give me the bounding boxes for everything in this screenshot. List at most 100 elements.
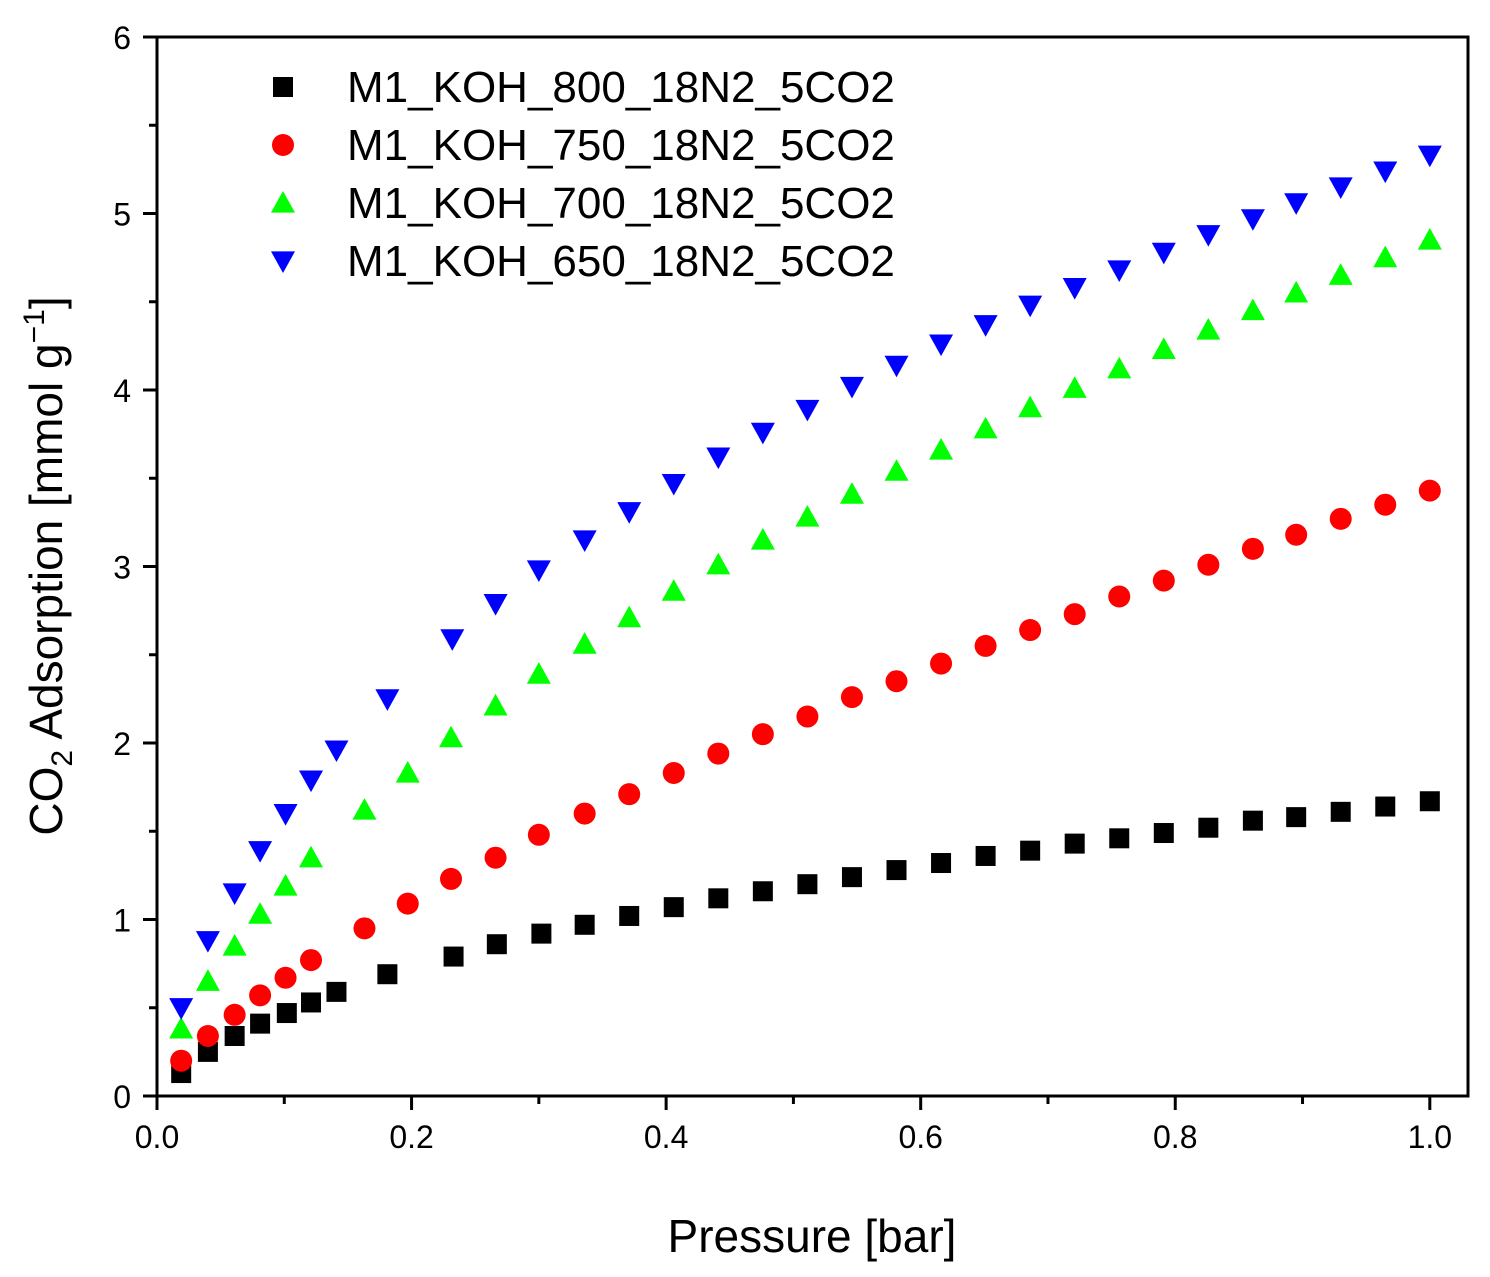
data-point [751, 723, 774, 746]
data-point [1196, 317, 1221, 340]
data-point [1107, 356, 1132, 379]
data-point [1328, 263, 1353, 285]
y-tick-label: 3 [113, 550, 131, 586]
data-point [706, 552, 731, 575]
data-point [1417, 227, 1442, 250]
data-point [299, 845, 324, 868]
data-point [929, 438, 954, 460]
data-point [195, 931, 220, 953]
data-point [248, 902, 273, 924]
data-point [250, 1013, 271, 1034]
data-point [169, 1016, 194, 1039]
data-point [1064, 833, 1085, 854]
data-point [352, 798, 377, 820]
data-point [1062, 278, 1087, 300]
y-axis-title-sub: 2 [46, 750, 79, 767]
data-point [839, 376, 864, 399]
series-2 [170, 479, 1441, 1072]
data-point [531, 923, 552, 944]
data-point [1374, 493, 1397, 516]
data-point [483, 593, 508, 616]
data-point [617, 605, 642, 628]
data-point [377, 964, 398, 985]
data-point [526, 662, 551, 684]
y-tick-label: 5 [113, 197, 131, 233]
data-point [1152, 569, 1175, 592]
tick-marks [143, 35, 1432, 1110]
data-point [574, 914, 595, 935]
y-tick-label: 0 [113, 1079, 131, 1115]
data-point [1019, 619, 1042, 642]
y-tick-label: 2 [113, 726, 131, 762]
series-1 [171, 791, 1440, 1084]
data-point [840, 686, 863, 709]
data-point [1330, 801, 1351, 822]
y-axis-title-post: ] [20, 296, 72, 309]
x-tick-label: 1.0 [1408, 1119, 1452, 1155]
data-point [750, 422, 775, 445]
data-point [169, 998, 194, 1020]
data-point [661, 579, 686, 601]
data-point [1020, 840, 1041, 861]
data-point [273, 873, 298, 896]
y-axis-title-mid: Adsorption [mmol g [20, 343, 72, 750]
y-axis-title-sup: −1 [18, 309, 51, 343]
data-point [839, 482, 864, 504]
x-tick-label: 0.2 [389, 1119, 433, 1155]
data-point [375, 689, 400, 711]
series-3 [169, 227, 1442, 1039]
data-point [931, 853, 952, 874]
data-point [1198, 817, 1219, 838]
x-tick-label: 0.4 [644, 1119, 688, 1155]
data-point [841, 867, 862, 888]
data-point [1109, 828, 1130, 849]
data-point [276, 1003, 297, 1024]
data-point [1284, 280, 1309, 303]
data-point [752, 881, 773, 902]
data-point [222, 933, 247, 956]
data-point [273, 804, 298, 826]
data-point [1375, 796, 1396, 817]
data-point [796, 705, 819, 728]
data-point [1373, 161, 1398, 184]
data-point [617, 502, 642, 524]
data-point [483, 693, 508, 716]
data-point [1329, 507, 1352, 530]
data-point [300, 949, 323, 972]
x-tick-label: 0.6 [898, 1119, 942, 1155]
legend-label-3: M1_KOH_700_18N2_5CO2 [347, 179, 895, 228]
data-point [1241, 537, 1264, 560]
x-tick-label: 0.8 [1153, 1119, 1197, 1155]
data-point [884, 459, 909, 481]
data-point [706, 447, 731, 470]
data-point [930, 652, 953, 675]
data-point [222, 883, 247, 906]
data-point [886, 860, 907, 881]
data-point [353, 917, 376, 940]
data-point [1196, 225, 1221, 247]
data-point [1063, 603, 1086, 626]
data-point [196, 1024, 219, 1047]
data-point [973, 315, 998, 337]
legend-marker-2 [272, 134, 294, 156]
data-point [662, 762, 685, 785]
data-point [1197, 553, 1220, 576]
data-point [572, 530, 597, 553]
data-point [299, 770, 324, 793]
data-point [1151, 337, 1176, 360]
data-point [527, 823, 550, 846]
data-point [1285, 523, 1308, 546]
data-point [885, 670, 908, 693]
x-axis-title: Pressure [bar] [668, 1210, 957, 1262]
data-point [249, 984, 272, 1007]
data-point [1373, 245, 1398, 268]
data-point [486, 934, 507, 955]
data-point [795, 505, 820, 527]
data-point [395, 761, 420, 783]
x-tick-label: 0.0 [135, 1119, 179, 1155]
data-point [797, 874, 818, 895]
data-point [248, 841, 273, 863]
data-point [572, 632, 597, 654]
data-point [1107, 260, 1132, 282]
